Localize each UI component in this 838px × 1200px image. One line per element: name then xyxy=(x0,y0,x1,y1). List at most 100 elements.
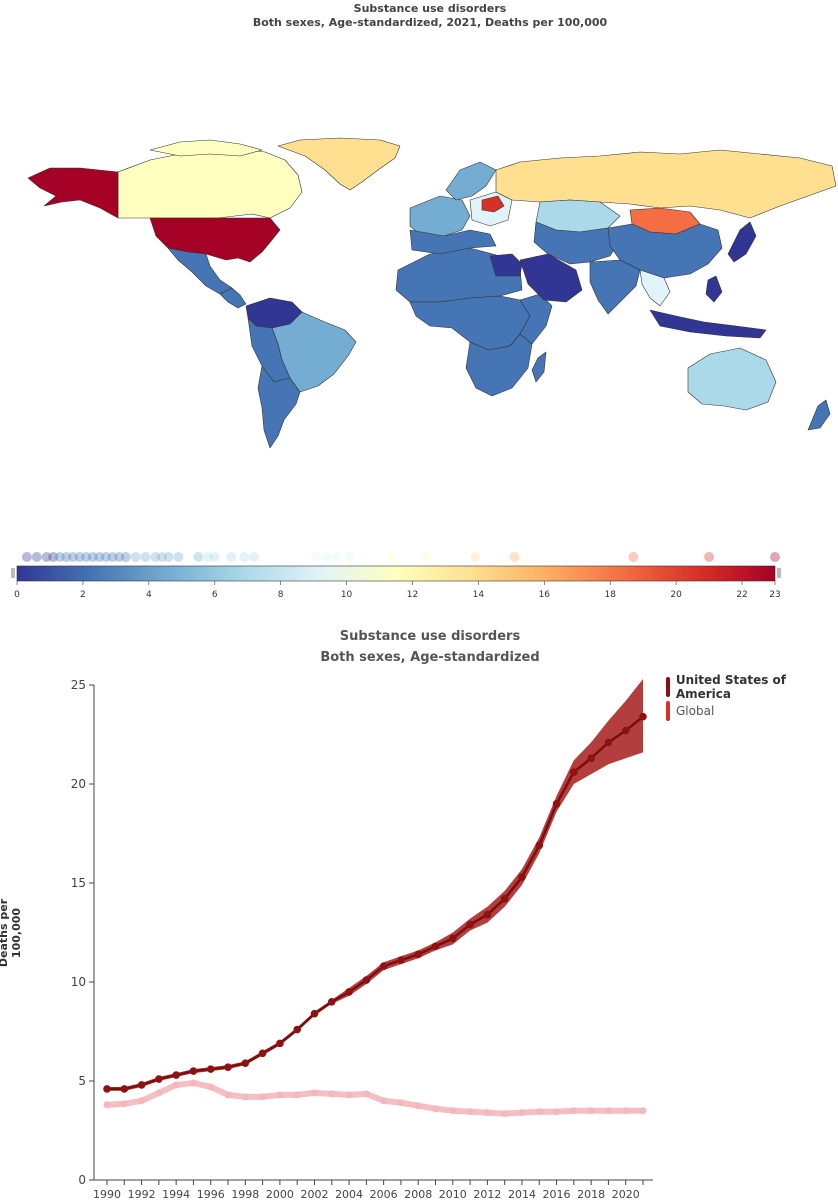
point-global[interactable] xyxy=(639,1107,647,1115)
scale-dot[interactable] xyxy=(704,552,715,562)
scale-dot[interactable] xyxy=(54,552,65,562)
point-usa[interactable] xyxy=(120,1085,129,1093)
point-usa[interactable] xyxy=(327,998,336,1006)
point-global[interactable] xyxy=(535,1108,543,1116)
new-zealand-region[interactable] xyxy=(807,399,831,431)
point-global[interactable] xyxy=(120,1100,128,1108)
point-usa[interactable] xyxy=(518,873,526,881)
scale-dot[interactable] xyxy=(509,552,520,562)
point-usa[interactable] xyxy=(172,1071,180,1079)
peru-bolivia-region[interactable] xyxy=(247,317,291,383)
point-global[interactable] xyxy=(103,1101,111,1109)
central-america-caribbean[interactable] xyxy=(219,287,247,309)
scale-right-handle[interactable] xyxy=(777,568,781,578)
scale-dot[interactable] xyxy=(74,552,85,562)
scale-dot[interactable] xyxy=(226,552,237,562)
scale-dot[interactable] xyxy=(120,552,131,562)
canadian-arctic-islands[interactable] xyxy=(149,139,263,157)
scale-dot[interactable] xyxy=(193,552,204,562)
point-usa[interactable] xyxy=(310,1009,319,1018)
scale-dot[interactable] xyxy=(21,552,32,562)
point-global[interactable] xyxy=(518,1109,526,1117)
point-global[interactable] xyxy=(241,1093,249,1101)
point-global[interactable] xyxy=(345,1091,353,1099)
india-region[interactable] xyxy=(589,259,641,315)
australia-region[interactable] xyxy=(687,347,777,411)
point-global[interactable] xyxy=(362,1090,370,1098)
scale-dot[interactable] xyxy=(130,552,141,562)
scale-left-handle[interactable] xyxy=(11,568,15,578)
point-global[interactable] xyxy=(138,1097,146,1105)
scale-dot[interactable] xyxy=(31,552,42,562)
usa-region[interactable] xyxy=(149,217,281,263)
point-usa[interactable] xyxy=(397,956,405,965)
scale-dot[interactable] xyxy=(420,552,431,562)
point-usa[interactable] xyxy=(466,920,474,929)
point-global[interactable] xyxy=(207,1083,215,1091)
point-global[interactable] xyxy=(310,1089,318,1097)
point-usa[interactable] xyxy=(224,1063,232,1071)
belarus-region[interactable] xyxy=(481,195,505,213)
japan-region[interactable] xyxy=(727,221,757,263)
point-usa[interactable] xyxy=(137,1081,146,1089)
point-usa[interactable] xyxy=(414,950,423,959)
point-global[interactable] xyxy=(432,1105,440,1113)
madagascar-region[interactable] xyxy=(531,351,547,383)
scale-dot[interactable] xyxy=(87,552,98,562)
scale-dot[interactable] xyxy=(81,552,92,562)
point-usa[interactable] xyxy=(587,754,595,763)
scale-dot[interactable] xyxy=(628,552,639,562)
canada-region[interactable] xyxy=(117,147,303,219)
scale-dot[interactable] xyxy=(173,552,184,562)
scale-dot[interactable] xyxy=(100,552,111,562)
point-usa[interactable] xyxy=(639,712,647,721)
point-usa[interactable] xyxy=(258,1049,267,1058)
scale-dot[interactable] xyxy=(41,552,52,562)
point-usa[interactable] xyxy=(500,895,509,903)
point-global[interactable] xyxy=(604,1107,612,1115)
scale-dot[interactable] xyxy=(48,552,59,562)
point-global[interactable] xyxy=(155,1089,163,1097)
point-global[interactable] xyxy=(501,1110,509,1118)
point-usa[interactable] xyxy=(206,1065,215,1073)
scale-dot[interactable] xyxy=(68,552,79,562)
point-global[interactable] xyxy=(328,1090,336,1098)
point-usa[interactable] xyxy=(241,1059,250,1067)
southern-europe-region[interactable] xyxy=(409,229,497,255)
point-global[interactable] xyxy=(587,1107,595,1115)
scale-dot[interactable] xyxy=(387,552,398,562)
point-usa[interactable] xyxy=(103,1085,111,1093)
point-usa[interactable] xyxy=(552,800,561,808)
world-map[interactable] xyxy=(0,130,838,460)
southeast-asia-region[interactable] xyxy=(639,269,671,307)
scale-dot[interactable] xyxy=(249,552,260,562)
scale-dot[interactable] xyxy=(107,552,118,562)
indonesia-region[interactable] xyxy=(649,309,767,339)
point-global[interactable] xyxy=(414,1102,422,1110)
philippines-region[interactable] xyxy=(705,275,723,303)
point-global[interactable] xyxy=(553,1108,561,1116)
point-global[interactable] xyxy=(172,1081,180,1089)
point-global[interactable] xyxy=(622,1107,630,1115)
point-global[interactable] xyxy=(189,1079,197,1087)
scale-dot[interactable] xyxy=(94,552,105,562)
point-global[interactable] xyxy=(397,1099,405,1107)
western-europe-region[interactable] xyxy=(409,195,471,239)
point-global[interactable] xyxy=(380,1097,388,1105)
series-line-usa[interactable] xyxy=(107,715,644,1091)
point-usa[interactable] xyxy=(535,841,544,850)
scale-dot[interactable] xyxy=(150,552,161,562)
point-usa[interactable] xyxy=(345,988,353,996)
southern-africa-region[interactable] xyxy=(465,333,533,397)
scale-dot[interactable] xyxy=(114,552,125,562)
point-usa[interactable] xyxy=(570,768,578,776)
point-usa[interactable] xyxy=(276,1039,284,1048)
scale-dot[interactable] xyxy=(770,552,780,562)
point-global[interactable] xyxy=(449,1107,457,1115)
scale-dot[interactable] xyxy=(321,552,332,562)
point-usa[interactable] xyxy=(483,910,492,919)
alaska-region[interactable] xyxy=(27,167,119,219)
point-global[interactable] xyxy=(466,1108,474,1116)
scandinavia-region[interactable] xyxy=(445,161,497,201)
scale-dot[interactable] xyxy=(157,552,168,562)
